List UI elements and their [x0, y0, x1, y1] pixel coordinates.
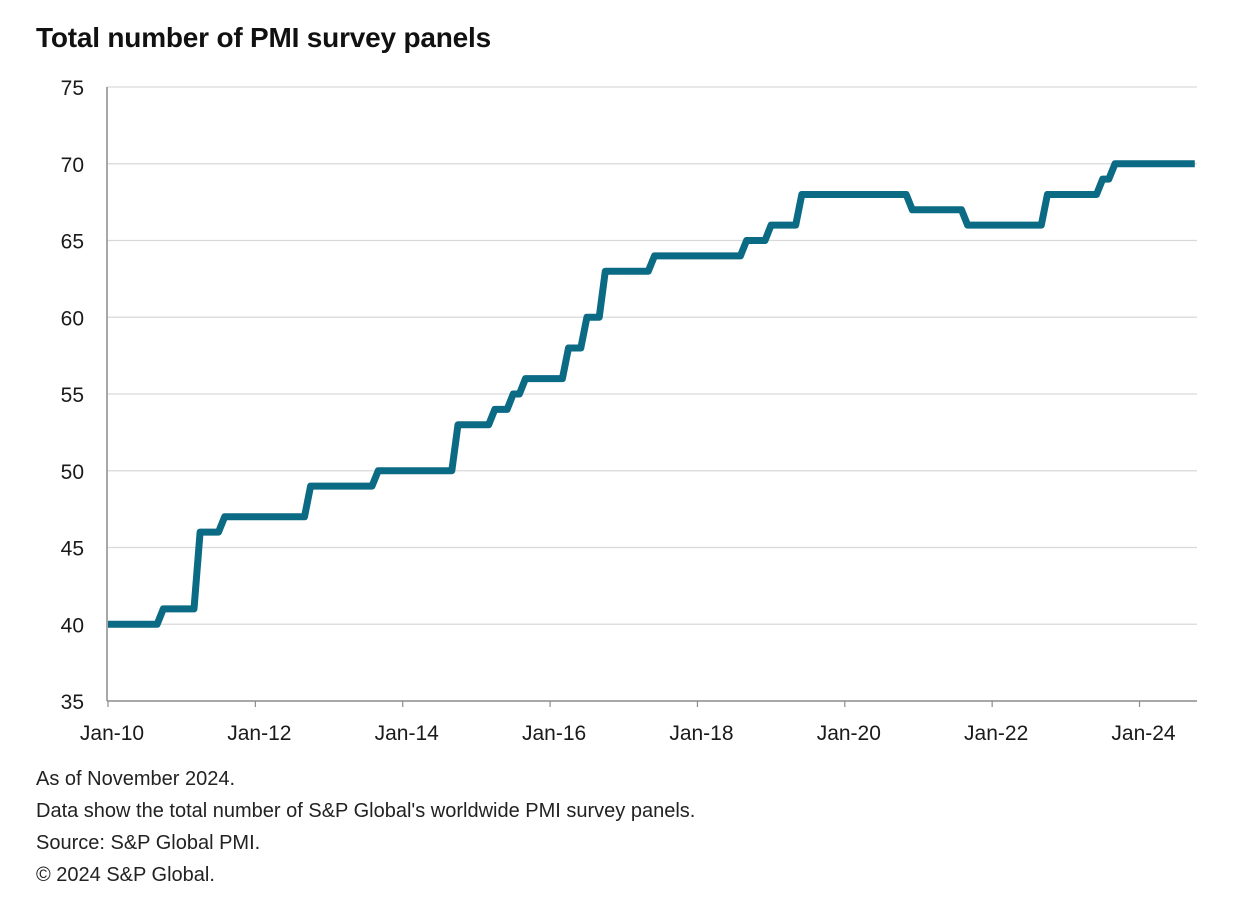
x-tick-label: Jan-18	[669, 722, 733, 745]
x-tick-label: Jan-20	[817, 722, 881, 745]
y-tick-label: 65	[61, 231, 84, 254]
chart-notes: As of November 2024. Data show the total…	[36, 763, 695, 891]
y-tick-label: 40	[61, 614, 84, 637]
series-layer	[108, 160, 1195, 628]
grid-lines	[107, 86, 1197, 625]
y-tick-label: 75	[61, 77, 84, 100]
note-as-of: As of November 2024.	[36, 768, 235, 790]
x-tick-label: Jan-24	[1111, 722, 1176, 745]
y-tick-label: 60	[61, 307, 84, 330]
note-source: Source: S&P Global PMI.	[36, 832, 261, 854]
x-tick-label: Jan-10	[80, 722, 144, 745]
note-description: Data show the total number of S&P Global…	[36, 800, 696, 822]
chart-title: Total number of PMI survey panels	[36, 22, 491, 53]
y-tick-labels: 35 40 45 50 55 60 65 70 75	[61, 77, 84, 714]
series-line	[108, 160, 1195, 628]
x-tick-labels: Jan-10 Jan-12 Jan-14 Jan-16 Jan-18 Jan-20 Jan-…	[80, 722, 1176, 745]
x-tick-label: Jan-16	[522, 722, 586, 745]
note-copyright: © 2024 S&P Global.	[36, 864, 215, 886]
y-tick-label: 45	[61, 538, 84, 561]
axes	[106, 87, 1197, 707]
x-tick-label: Jan-14	[375, 722, 440, 745]
y-tick-label: 35	[61, 691, 84, 714]
y-tick-label: 50	[61, 461, 84, 484]
y-tick-label: 55	[61, 384, 84, 407]
x-tick-label: Jan-22	[964, 722, 1028, 745]
y-tick-label: 70	[61, 154, 84, 177]
x-tick-label: Jan-12	[227, 722, 291, 745]
